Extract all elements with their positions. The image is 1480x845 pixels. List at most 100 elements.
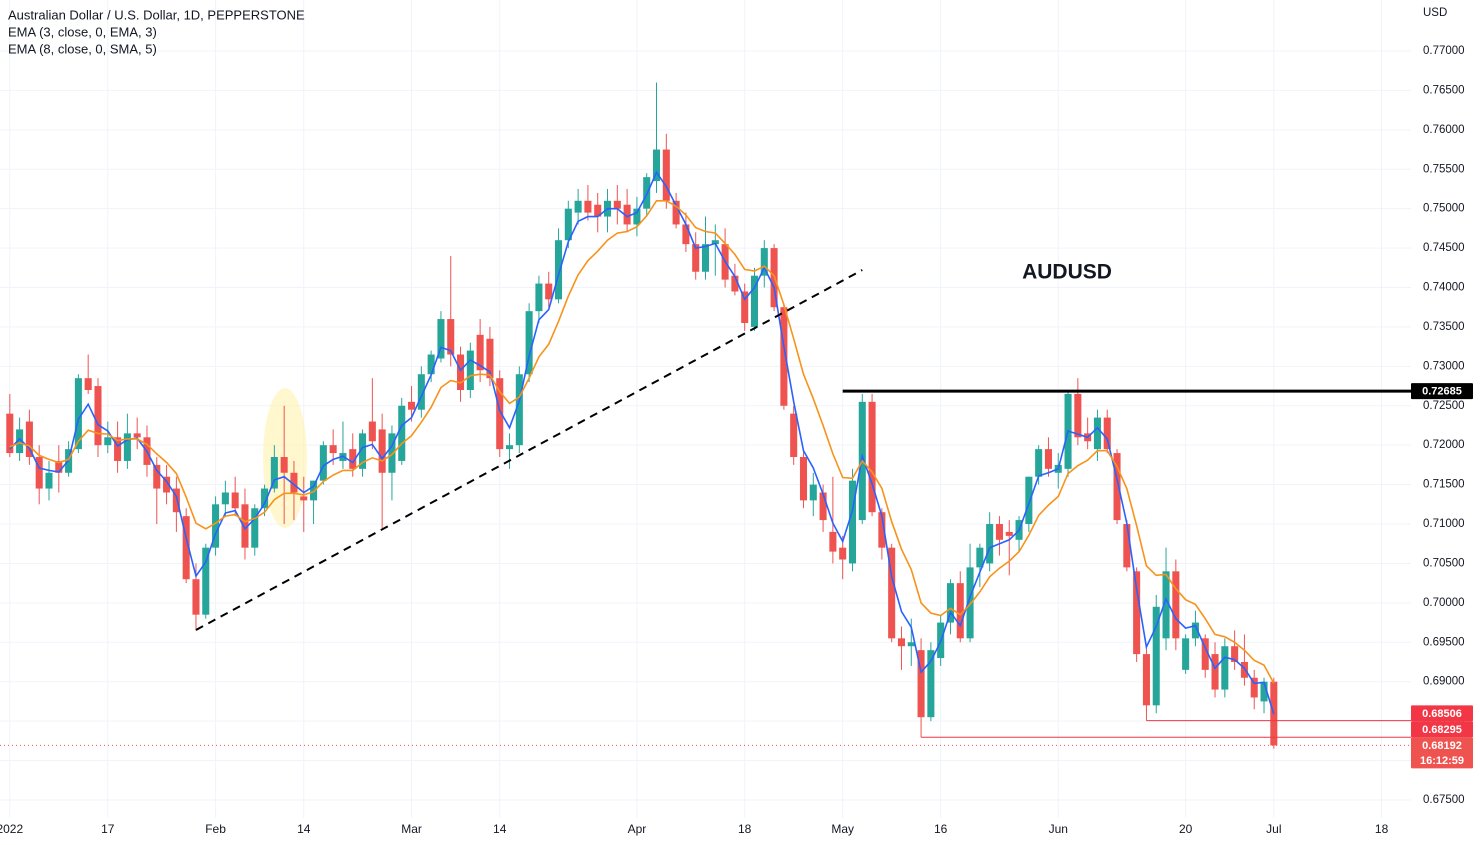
candle-body (1250, 677, 1258, 698)
candle-body (554, 240, 563, 300)
candle-body (976, 547, 984, 568)
candle-body (261, 488, 269, 509)
candle-body (1103, 417, 1111, 450)
legend-item: EMA (8, close, 0, SMA, 5) (8, 41, 157, 56)
candle-body (241, 504, 249, 548)
candle-body (1260, 681, 1268, 702)
candle-body (104, 437, 112, 446)
candle-body (1035, 449, 1043, 477)
candle-body (966, 567, 974, 639)
y-tick-label: 0.76000 (1423, 124, 1465, 136)
candle-body (1231, 646, 1239, 662)
candle-body (623, 204, 631, 225)
candle-body (1025, 476, 1033, 525)
candle-body (986, 524, 994, 564)
candle-body (466, 350, 474, 391)
candle-body (280, 457, 288, 473)
candle-body (525, 311, 533, 375)
candle-body (1152, 606, 1160, 706)
candle-body (1221, 646, 1229, 690)
candle-body (731, 275, 739, 292)
candle-body (506, 445, 514, 450)
candle-body (594, 204, 602, 217)
x-tick-label: 18 (738, 822, 752, 836)
y-tick-label: 0.70000 (1423, 597, 1465, 609)
y-tick-label: 0.69500 (1423, 636, 1465, 648)
candle-body (133, 433, 141, 438)
price-tag-box (1411, 383, 1473, 400)
x-tick-label: Mar (401, 822, 422, 836)
countdown-tag-box (1411, 752, 1473, 769)
candle-body (1113, 453, 1121, 521)
candle-body (652, 149, 661, 182)
candle-body (1172, 571, 1180, 639)
y-tick-label: 0.67500 (1423, 794, 1465, 806)
candle-body (790, 413, 798, 458)
candle-body (907, 642, 915, 647)
candle-body (319, 445, 327, 481)
candle-body (1162, 571, 1170, 639)
candle-body (1182, 638, 1190, 670)
candle-body (1074, 393, 1082, 438)
candle-body (848, 480, 857, 564)
x-tick-label: 18 (1375, 822, 1389, 836)
y-tick-label: 0.71500 (1423, 479, 1465, 491)
price-tag-box (1411, 705, 1473, 722)
candle-body (486, 338, 494, 379)
candle-body (995, 524, 1003, 540)
candle-body (163, 476, 171, 493)
price-tag: 0.72685 (1422, 386, 1462, 398)
candle-body (192, 579, 200, 615)
candle-body (476, 334, 484, 371)
x-tick-label: 14 (493, 822, 507, 836)
x-tick-label: 14 (297, 822, 311, 836)
candle-body (927, 650, 935, 718)
candle-body (819, 492, 827, 521)
candle-body (45, 472, 53, 489)
candle-body (368, 421, 376, 442)
candle-body (946, 583, 954, 623)
candle-body (1093, 417, 1101, 450)
candle-body (1123, 524, 1131, 568)
candle-body (868, 401, 876, 513)
x-tick-label: Feb (205, 822, 226, 836)
x-tick-label: May (831, 822, 854, 836)
candle-body (545, 283, 553, 300)
candle-body (25, 421, 33, 458)
candle-body (359, 433, 367, 469)
x-tick-label: 17 (101, 822, 115, 836)
last-price-tag-box (1411, 737, 1473, 754)
x-tick-label: 20 (1179, 822, 1193, 836)
candle-body (427, 354, 435, 375)
candle-body (780, 307, 788, 406)
candle-body (202, 547, 210, 615)
x-tick-label: Apr (628, 822, 647, 836)
y-tick-label: 0.75500 (1423, 163, 1465, 175)
candle-body (172, 488, 180, 513)
candle-body (55, 460, 63, 473)
candle-body (35, 457, 43, 489)
y-tick-label: 0.77000 (1423, 45, 1465, 57)
candle-body (897, 638, 905, 647)
candle-body (310, 480, 318, 501)
candle-body (1142, 654, 1150, 706)
trendline (195, 269, 863, 631)
candle-body (535, 283, 543, 312)
candle-body (584, 200, 592, 213)
candle-body (515, 374, 523, 446)
candle-body (447, 319, 455, 355)
candle-body (799, 457, 808, 501)
legend-item: EMA (3, close, 0, EMA, 3) (8, 24, 157, 39)
plot (0, 82, 1411, 749)
candle-body (692, 244, 700, 272)
candle-body (1133, 571, 1141, 655)
candle-body (349, 449, 357, 469)
y-tick-label: 0.73500 (1423, 321, 1465, 333)
y-tick-label: 0.74500 (1423, 242, 1465, 254)
candle-body (94, 386, 102, 446)
candle-body (153, 464, 161, 489)
candle-body (613, 200, 621, 209)
